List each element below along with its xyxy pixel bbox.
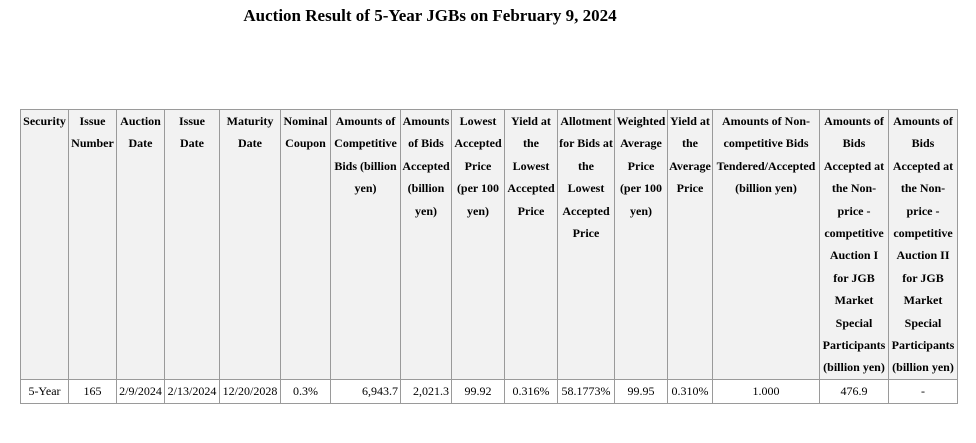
header-auction-date: Auction Date xyxy=(116,109,165,380)
header-competitive-bids: Amounts of Competitive Bids (billion yen… xyxy=(330,109,401,380)
cell-allotment: 58.1773% xyxy=(557,378,615,404)
header-issue-date: Issue Date xyxy=(164,109,220,380)
header-security: Security xyxy=(20,109,69,380)
cell-nonprice-auction-1: 476.9 xyxy=(819,378,889,404)
cell-auction-date: 2/9/2024 xyxy=(116,378,165,404)
header-yield-average: Yield at the Average Price xyxy=(667,109,713,380)
cell-competitive-bids: 6,943.7 xyxy=(330,378,401,404)
cell-issue-number: 165 xyxy=(68,378,117,404)
header-weighted-average: Weighted Average Price (per 100 yen) xyxy=(614,109,668,380)
table-header-row: Security Issue Number Auction Date Issue… xyxy=(20,109,958,380)
cell-nominal-coupon: 0.3% xyxy=(280,378,331,404)
auction-result-table: Security Issue Number Auction Date Issue… xyxy=(20,109,958,404)
header-noncompetitive: Amounts of Non-competitive Bids Tendered… xyxy=(712,109,820,380)
cell-lowest-price: 99.92 xyxy=(451,378,505,404)
header-maturity-date: Maturity Date xyxy=(219,109,281,380)
cell-bids-accepted: 2,021.3 xyxy=(400,378,452,404)
cell-maturity-date: 12/20/2028 xyxy=(219,378,281,404)
header-lowest-price: Lowest Accepted Price (per 100 yen) xyxy=(451,109,505,380)
header-nonprice-auction-1: Amounts of Bids Accepted at the Non-pric… xyxy=(819,109,889,380)
table-row: 5-Year 165 2/9/2024 2/13/2024 12/20/2028… xyxy=(20,378,958,404)
cell-yield-lowest: 0.316% xyxy=(504,378,558,404)
header-issue-number: Issue Number xyxy=(68,109,117,380)
cell-yield-average: 0.310% xyxy=(667,378,713,404)
cell-issue-date: 2/13/2024 xyxy=(164,378,220,404)
cell-noncompetitive: 1.000 xyxy=(712,378,820,404)
header-allotment: Allotment for Bids at the Lowest Accepte… xyxy=(557,109,615,380)
header-yield-lowest: Yield at the Lowest Accepted Price xyxy=(504,109,558,380)
header-bids-accepted: Amounts of Bids Accepted (billion yen) xyxy=(400,109,452,380)
cell-nonprice-auction-2: - xyxy=(888,378,958,404)
page-title: Auction Result of 5-Year JGBs on Februar… xyxy=(243,6,617,25)
header-nonprice-auction-2: Amounts of Bids Accepted at the Non-pric… xyxy=(888,109,958,380)
cell-security: 5-Year xyxy=(20,378,69,404)
cell-weighted-average: 99.95 xyxy=(614,378,668,404)
header-nominal-coupon: Nominal Coupon xyxy=(280,109,331,380)
